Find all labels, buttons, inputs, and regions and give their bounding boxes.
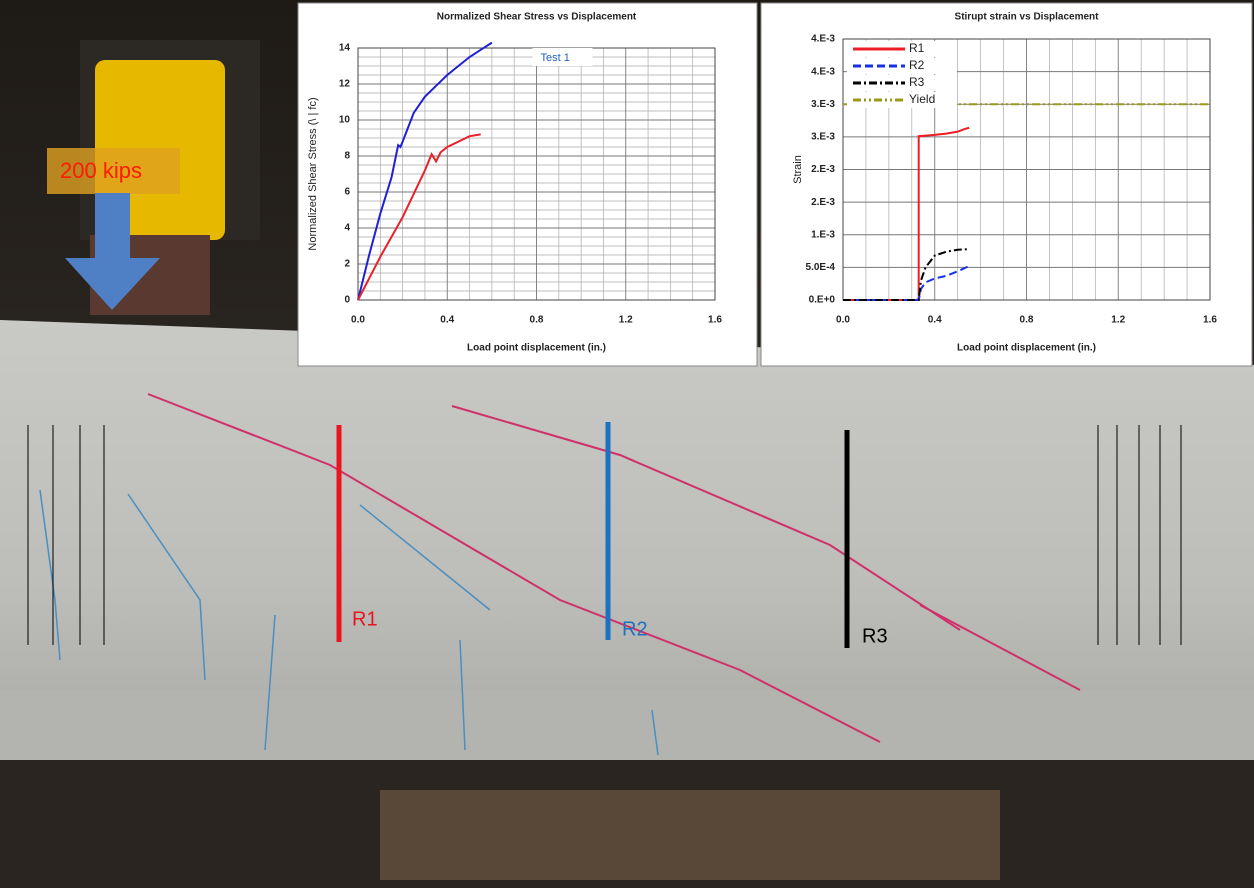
y-tick-label: 12 — [339, 79, 351, 90]
x-tick-label: 0.8 — [1020, 315, 1034, 326]
y-tick-label: 8 — [344, 151, 350, 162]
y-tick-label: 2.E-3 — [811, 197, 835, 208]
x-tick-label: 1.6 — [708, 315, 722, 326]
y-tick-label: 2.E-3 — [811, 164, 835, 175]
y-tick-label: 4 — [344, 223, 350, 234]
x-axis-label: Load point displacement (in.) — [957, 343, 1096, 354]
y-tick-label: 3.E-3 — [811, 99, 835, 110]
legend-label: Yield — [909, 92, 935, 106]
gauge-label: R3 — [862, 625, 888, 647]
page: 200 kips R1 R2 R3 Normalized Shear Stres… — [0, 0, 1254, 888]
charts: Normalized Shear Stress vs Displacement L… — [298, 3, 1252, 366]
x-axis-label: Load point displacement (in.) — [467, 343, 606, 354]
y-tick-label: 2 — [344, 259, 350, 270]
x-tick-label: 1.6 — [1203, 315, 1217, 326]
y-tick-label: 3.E-3 — [811, 132, 835, 143]
chart-title: Normalized Shear Stress vs Displacement — [437, 12, 637, 23]
y-tick-label: 10 — [339, 115, 351, 126]
load-label: 200 kips — [60, 158, 142, 183]
chart-title: Stirupt strain vs Displacement — [955, 12, 1100, 23]
x-tick-label: 0.4 — [928, 315, 942, 326]
x-tick-label: 1.2 — [1111, 315, 1125, 326]
floor-area — [380, 790, 1000, 880]
x-tick-label: 0.0 — [351, 315, 365, 326]
y-tick-label: 0.E+0 — [809, 295, 836, 306]
chart-panel — [761, 3, 1252, 366]
legend-label: R3 — [909, 75, 925, 89]
y-axis-label: Strain — [792, 155, 804, 184]
y-axis-label: Normalized Shear Stress (\ | fc) — [307, 97, 319, 250]
x-tick-label: 1.2 — [619, 315, 633, 326]
legend-label: Test 1 — [541, 52, 570, 64]
y-tick-label: 1.E-3 — [811, 229, 835, 240]
gauge-label: R2 — [622, 618, 648, 640]
x-tick-label: 0.0 — [836, 315, 850, 326]
x-tick-label: 0.4 — [440, 315, 454, 326]
y-tick-label: 4.E-3 — [811, 34, 835, 45]
y-tick-label: 14 — [339, 43, 351, 54]
y-tick-label: 4.E-3 — [811, 66, 835, 77]
y-tick-label: 5.0E-4 — [806, 262, 836, 273]
legend-label: R1 — [909, 41, 925, 55]
legend-label: R2 — [909, 58, 925, 72]
gauge-label: R1 — [352, 608, 378, 630]
beam-flange — [0, 690, 1254, 760]
chart-panel — [298, 3, 757, 366]
y-tick-label: 0 — [344, 295, 350, 306]
x-tick-label: 0.8 — [530, 315, 544, 326]
y-tick-label: 6 — [344, 187, 350, 198]
